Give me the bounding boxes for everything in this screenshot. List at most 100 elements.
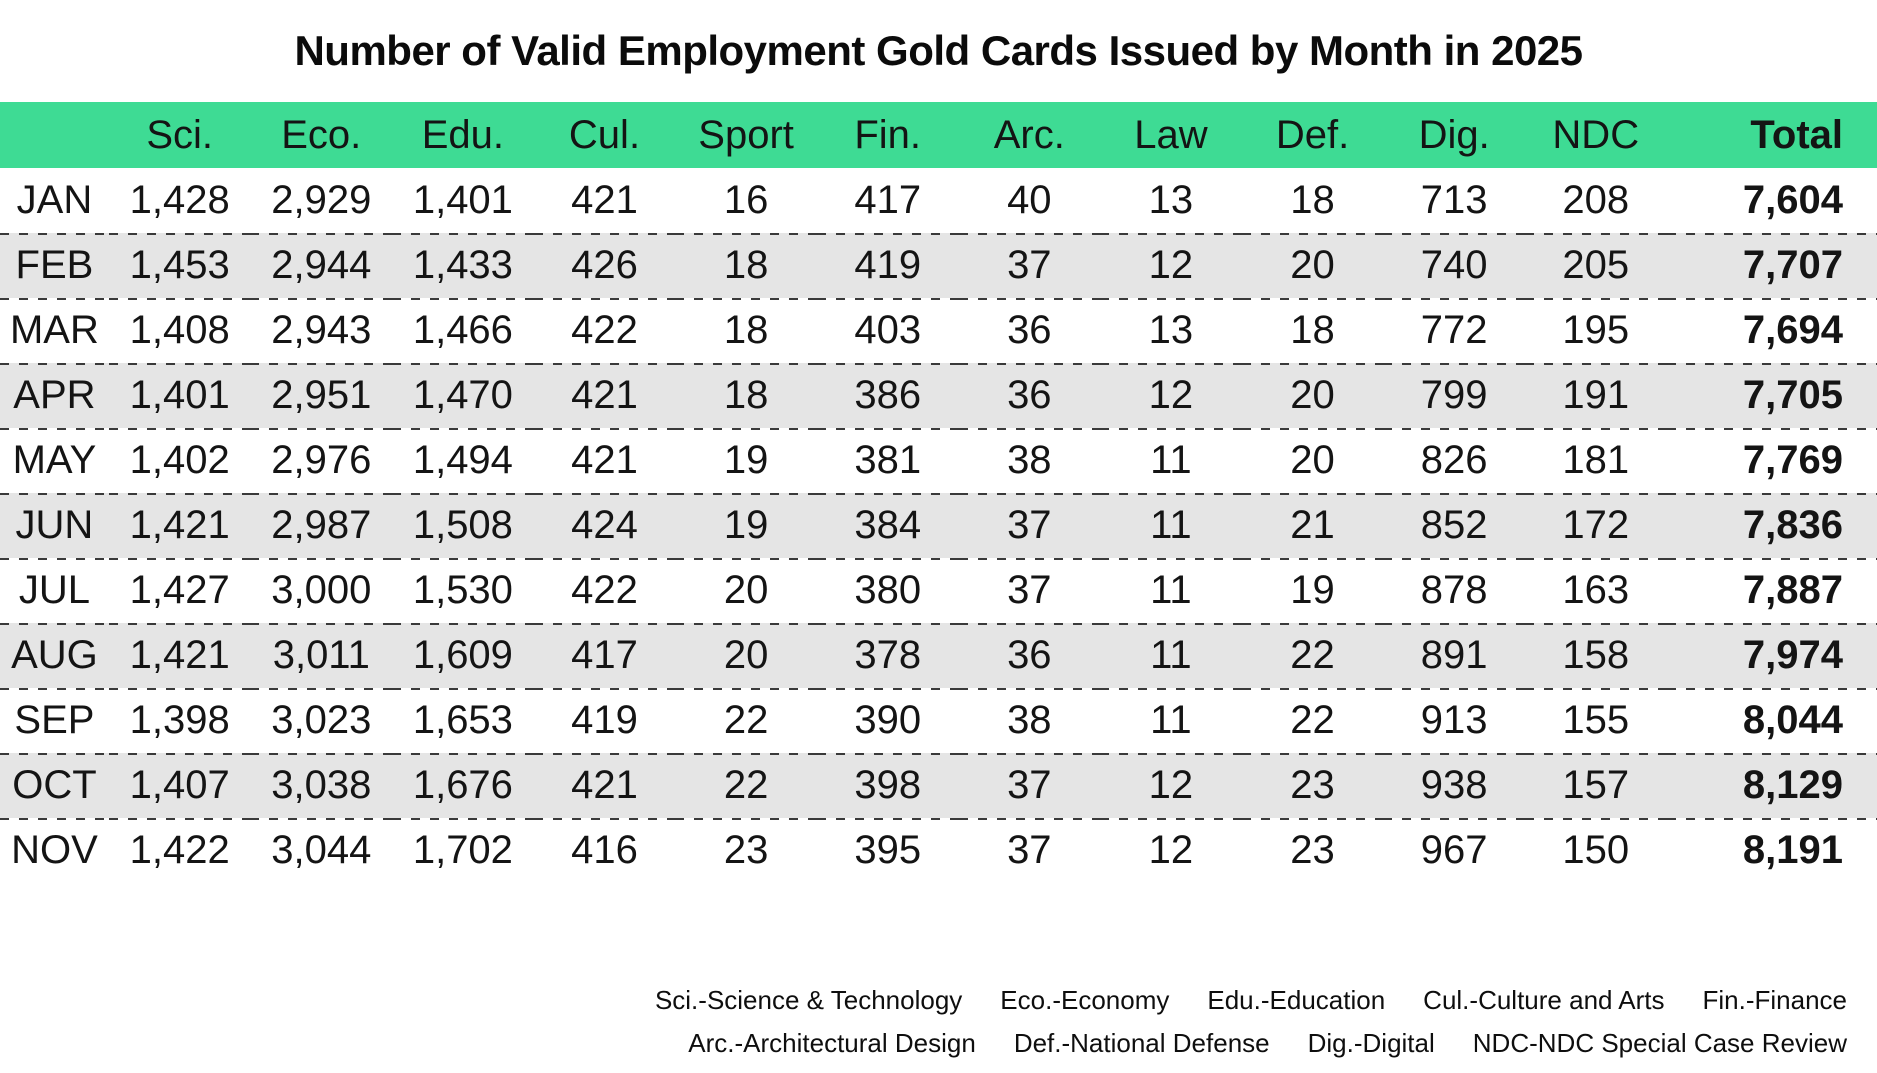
value-cell: 913 (1383, 688, 1525, 753)
value-cell: 22 (675, 753, 817, 818)
legend-item: Eco.-Economy (1000, 985, 1170, 1015)
value-cell: 22 (675, 688, 817, 753)
table-row: JAN 1,428 2,929 1,401 421 16 417 40 13 18 713 208 7,… (0, 168, 1877, 233)
value-cell: 1,401 (412, 178, 513, 222)
value-cell: 22 (1241, 688, 1384, 753)
value-cell: 1,508 (392, 493, 534, 558)
value-cell: 1,402 (108, 428, 251, 493)
value-cell: 36 (958, 623, 1101, 688)
value-cell: 772 (1383, 298, 1525, 363)
value-cell: 390 (816, 688, 959, 753)
gold-cards-table: Sci. Eco. Edu. Cul. Sport Fin. Arc. Law Def. Dig.… (0, 102, 1877, 883)
value-cell: 826 (1383, 428, 1525, 493)
total-cell: 7,769 (1666, 428, 1877, 493)
value-cell: 20 (1241, 363, 1384, 428)
value-cell: 421 (533, 753, 676, 818)
value-cell: 19 (1241, 558, 1384, 623)
legend-line-2: Arc.-Architectural Design Def.-National D… (0, 1022, 1847, 1065)
value-cell: 395 (816, 818, 959, 883)
value-cell: 403 (816, 298, 959, 363)
table-row: AUG 1,421 3,011 1,609 417 20 378 36 11 22 891 158 7,… (0, 623, 1877, 688)
table-row: JUN 1,421 2,987 1,508 424 19 384 37 11 21 852 172 7,… (0, 493, 1877, 558)
value-cell: 878 (1383, 558, 1525, 623)
value-cell: 37 (958, 233, 1101, 298)
value-cell: 11 (1100, 688, 1242, 753)
value-cell: 1,453 (108, 233, 251, 298)
value-cell: 417 (854, 178, 922, 222)
value-cell: 380 (816, 558, 959, 623)
value-cell: 12 (1100, 753, 1242, 818)
legend-item: Arc.-Architectural Design (688, 1028, 976, 1058)
value-cell: 422 (533, 298, 676, 363)
value-cell: 3,011 (250, 623, 393, 688)
legend: Sci.-Science & Technology Eco.-Economy Edu… (0, 979, 1877, 1065)
value-cell: 20 (675, 558, 817, 623)
value-cell: 12 (1100, 233, 1242, 298)
value-cell: 36 (958, 298, 1101, 363)
value-cell: 2,943 (250, 298, 393, 363)
value-cell: 18 (675, 363, 817, 428)
value-cell: 18 (675, 233, 817, 298)
value-cell: 150 (1524, 818, 1667, 883)
value-cell: 1,653 (392, 688, 534, 753)
value-cell: 1,433 (392, 233, 534, 298)
column-header-def: Def. (1241, 102, 1384, 168)
legend-item: Sci.-Science & Technology (654, 985, 963, 1015)
value-cell: 13 (1100, 298, 1242, 363)
value-cell: 384 (816, 493, 959, 558)
value-cell: 740 (1383, 233, 1525, 298)
value-cell: 3,023 (250, 688, 393, 753)
value-cell: 1,676 (392, 753, 534, 818)
value-cell: 12 (1100, 363, 1242, 428)
legend-line-1: Sci.-Science & Technology Eco.-Economy Edu… (0, 979, 1847, 1022)
total-cell: 7,887 (1666, 558, 1877, 623)
value-cell: 2,929 (271, 178, 372, 222)
value-cell: 19 (675, 493, 817, 558)
value-cell: 21 (1241, 493, 1384, 558)
value-cell: 2,944 (250, 233, 393, 298)
value-cell: 852 (1383, 493, 1525, 558)
value-cell: 22 (1241, 623, 1384, 688)
table-row: MAY 1,402 2,976 1,494 421 19 381 38 11 20 826 181 7,… (0, 428, 1877, 493)
value-cell: 37 (958, 558, 1101, 623)
value-cell: 11 (1100, 493, 1242, 558)
value-cell: 12 (1100, 818, 1242, 883)
total-cell: 7,707 (1666, 233, 1877, 298)
value-cell: 419 (533, 688, 676, 753)
legend-item: Dig.-Digital (1307, 1028, 1435, 1058)
value-cell: 172 (1524, 493, 1667, 558)
value-cell: 938 (1383, 753, 1525, 818)
value-cell: 386 (816, 363, 959, 428)
value-cell: 19 (675, 428, 817, 493)
legend-item: Edu.-Education (1207, 985, 1386, 1015)
value-cell: 155 (1524, 688, 1667, 753)
value-cell: 1,408 (108, 298, 251, 363)
value-cell: 1,609 (392, 623, 534, 688)
value-cell: 38 (958, 688, 1101, 753)
value-cell: 158 (1524, 623, 1667, 688)
value-cell: 2,976 (250, 428, 393, 493)
column-header-fin: Fin. (816, 102, 959, 168)
month-cell: NOV (0, 818, 109, 883)
value-cell: 20 (1241, 233, 1384, 298)
value-cell: 20 (1241, 428, 1384, 493)
value-cell: 799 (1383, 363, 1525, 428)
value-cell: 422 (533, 558, 676, 623)
value-cell: 1,466 (392, 298, 534, 363)
table-row: FEB 1,453 2,944 1,433 426 18 419 37 12 20 740 205 7,… (0, 233, 1877, 298)
value-cell: 1,494 (392, 428, 534, 493)
month-cell: JUN (0, 493, 109, 558)
column-header-ndc: NDC (1524, 102, 1667, 168)
month-cell: MAY (0, 428, 109, 493)
month-cell: JAN (16, 178, 93, 222)
column-header-cul: Cul. (533, 102, 676, 168)
value-cell: 181 (1524, 428, 1667, 493)
total-cell: 7,604 (1742, 178, 1843, 222)
value-cell: 421 (533, 363, 676, 428)
value-cell: 1,422 (108, 818, 251, 883)
month-cell: AUG (0, 623, 109, 688)
value-cell: 1,530 (392, 558, 534, 623)
value-cell: 191 (1524, 363, 1667, 428)
value-cell: 18 (675, 298, 817, 363)
column-header-sci: Sci. (108, 102, 251, 168)
